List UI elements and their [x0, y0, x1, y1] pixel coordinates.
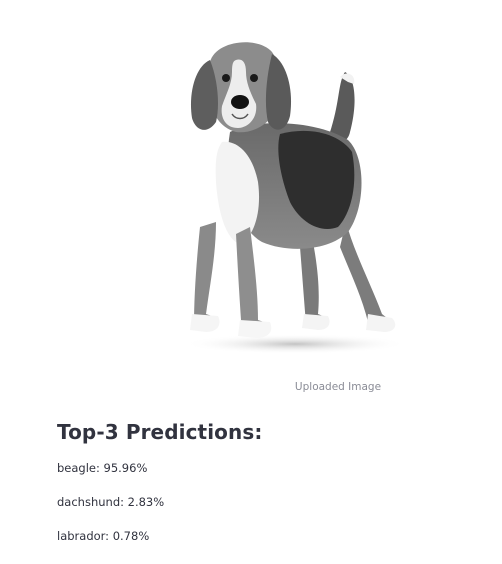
prediction-item: beagle: 95.96% [57, 461, 148, 475]
dog-image-icon [183, 42, 407, 354]
predictions-list: beagle: 95.96% dachshund: 2.83% labrador… [57, 460, 164, 562]
image-caption: Uploaded Image [294, 381, 382, 393]
predictions-heading: Top-3 Predictions: [57, 420, 263, 444]
uploaded-image [170, 22, 420, 362]
prediction-item: dachshund: 2.83% [57, 495, 165, 509]
prediction-item: labrador: 0.78% [57, 529, 150, 543]
